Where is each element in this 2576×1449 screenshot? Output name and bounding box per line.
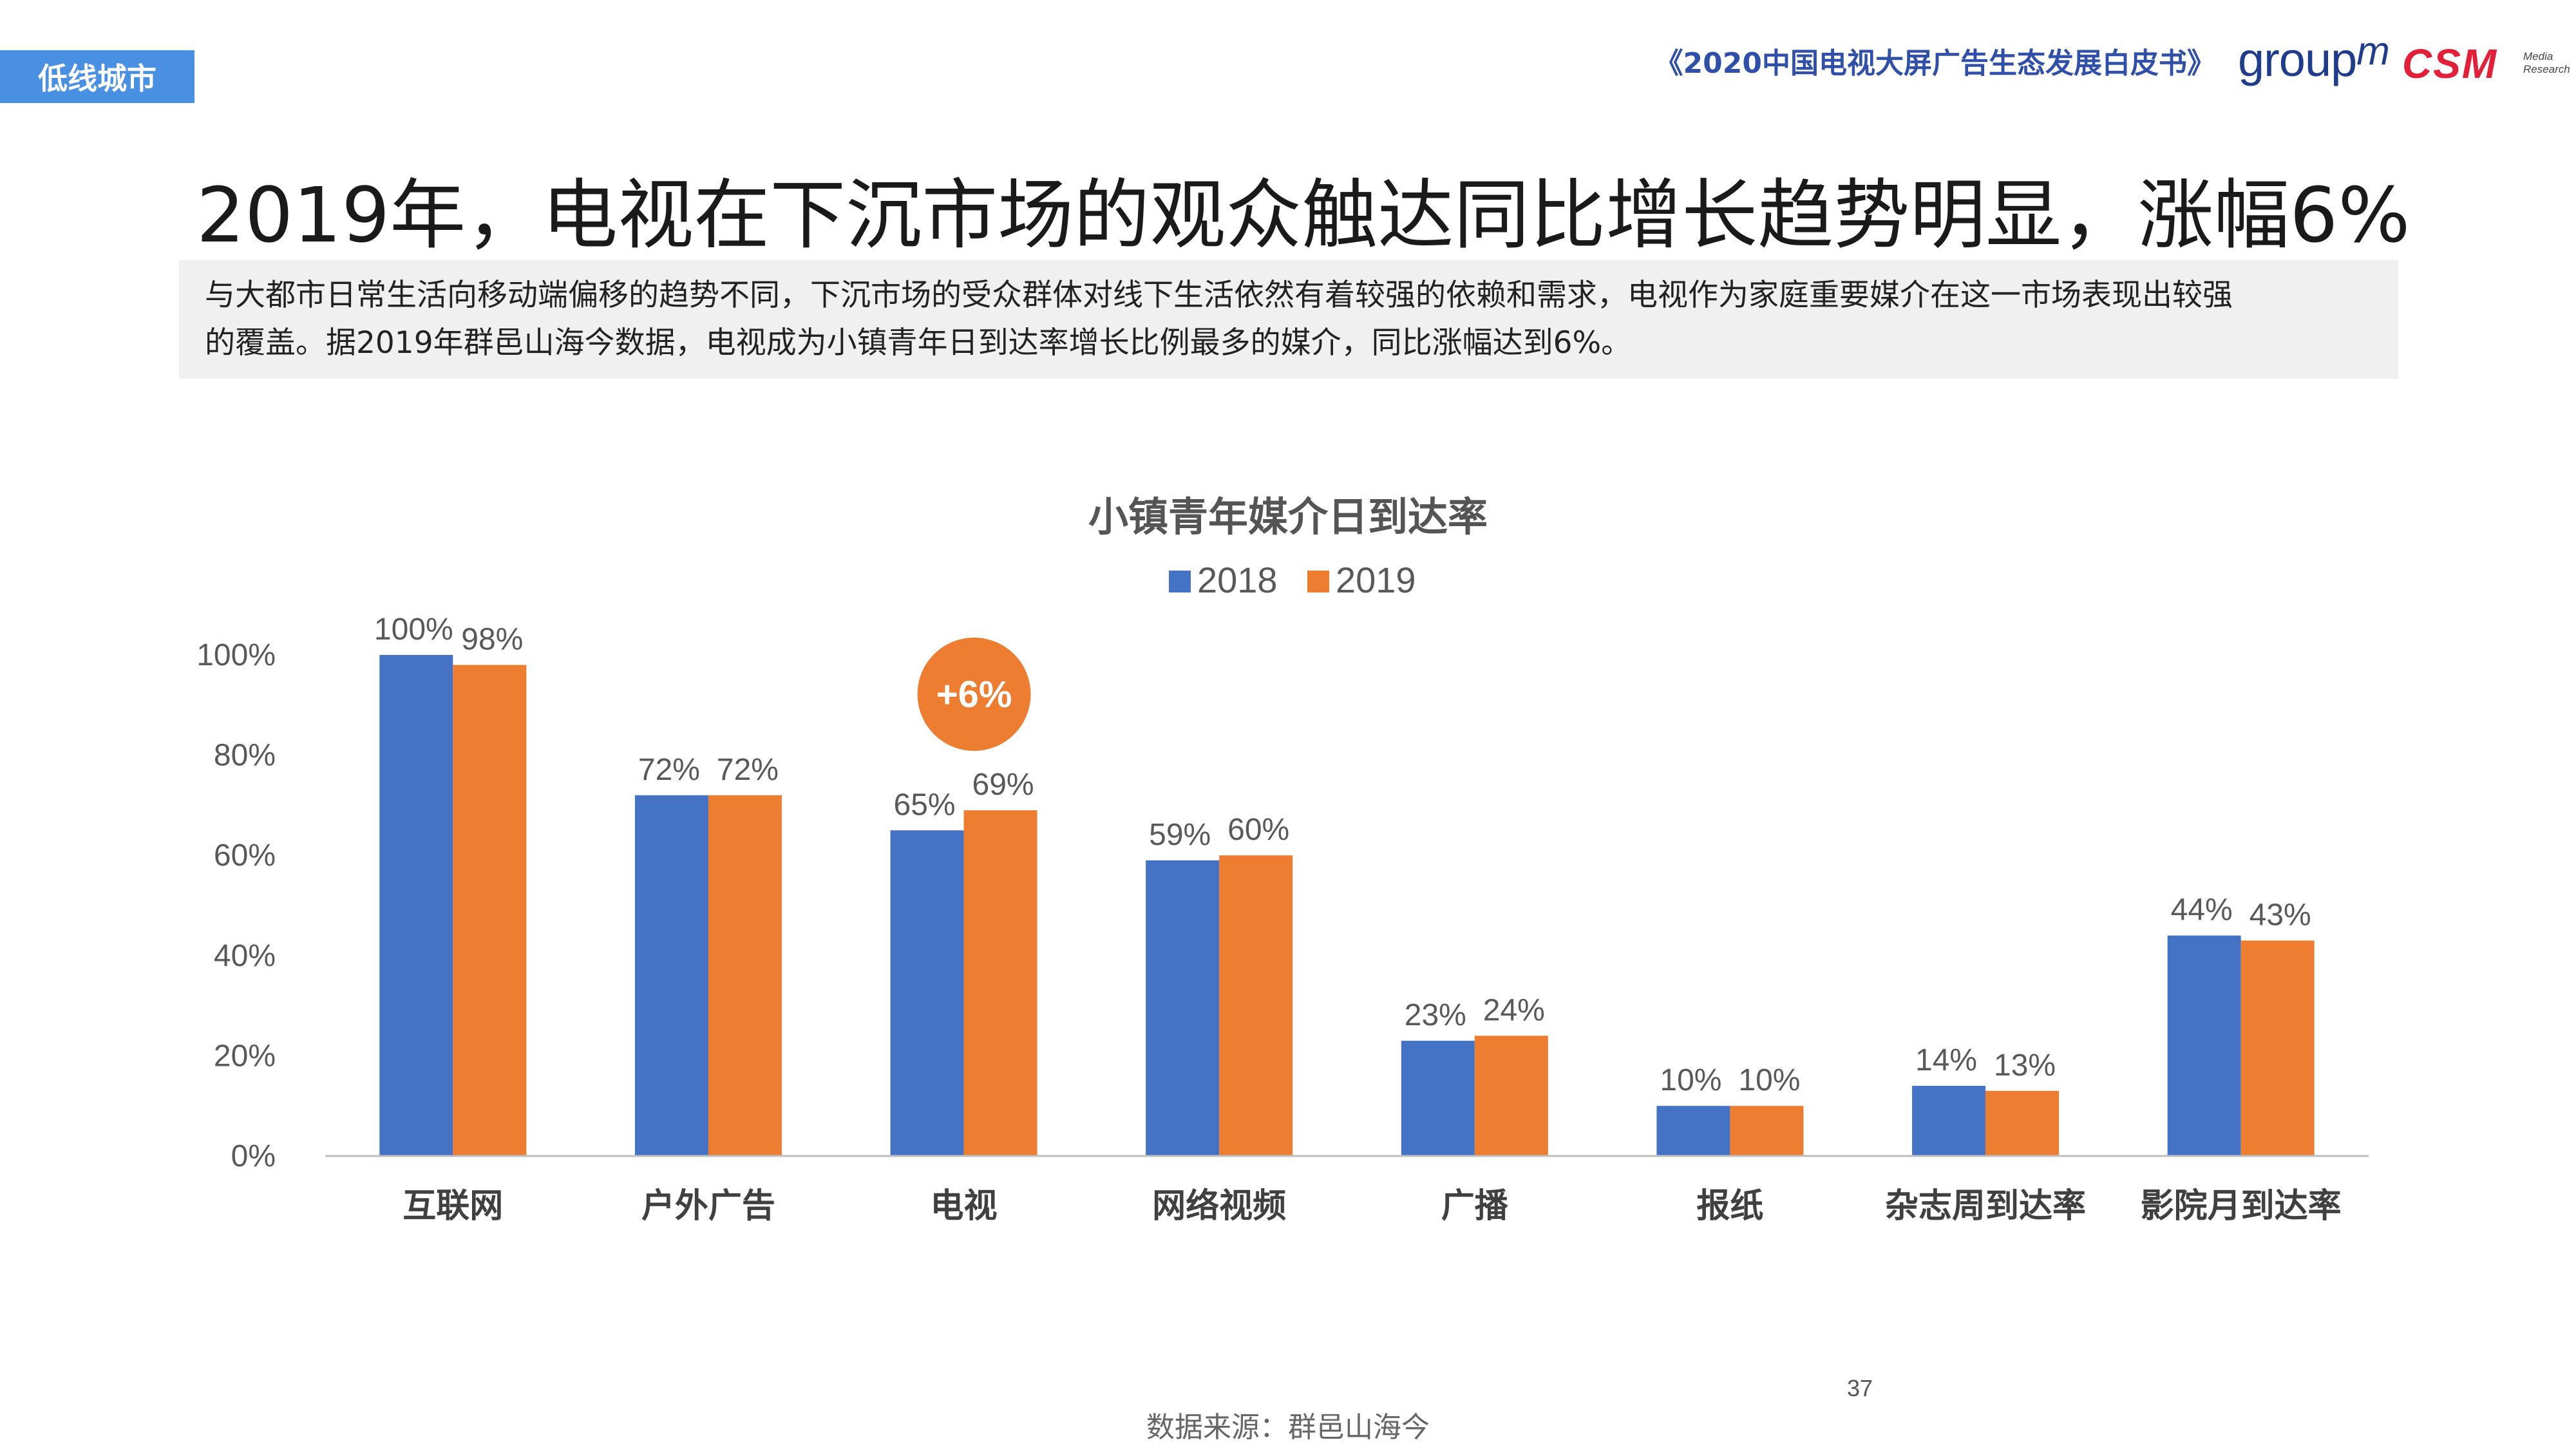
data-label: 10% — [1738, 1063, 1800, 1097]
bar-2019 — [2240, 940, 2315, 1156]
bar-2018 — [1912, 1086, 1986, 1156]
summary-line-2: 的覆盖。据2019年群邑山海今数据，电视成为小镇青年日到达率增长比例最多的媒介，… — [205, 325, 1632, 361]
y-tick-label: 0% — [231, 1139, 276, 1173]
y-tick-label: 40% — [214, 939, 276, 973]
section-tag: 低线城市 — [0, 50, 194, 103]
bar-2018 — [634, 795, 708, 1156]
x-tick-label: 户外广告 — [641, 1187, 775, 1226]
data-label: 60% — [1227, 813, 1289, 847]
bar-2018 — [1146, 860, 1220, 1156]
chart-title: 小镇青年媒介日到达率 — [1088, 493, 1488, 540]
y-tick-label: 20% — [214, 1039, 276, 1073]
groupm-logo-sup: m — [2356, 29, 2390, 73]
data-label: 69% — [972, 768, 1034, 802]
data-source: 数据来源：群邑山海今 — [1146, 1411, 1430, 1444]
x-tick-label: 电视 — [931, 1187, 998, 1226]
x-tick-label: 杂志周到达率 — [1885, 1187, 2086, 1226]
bar-2018 — [1656, 1106, 1730, 1156]
data-label: 98% — [461, 623, 523, 657]
y-tick-label: 80% — [214, 739, 276, 773]
bar-2019 — [963, 810, 1037, 1156]
bar-2019 — [708, 795, 782, 1156]
bar-2019 — [453, 665, 527, 1156]
bar-2018 — [1401, 1041, 1475, 1156]
x-tick-label: 广播 — [1441, 1187, 1509, 1226]
data-label: 14% — [1915, 1043, 1977, 1077]
groupm-logo: groupm — [2238, 29, 2390, 87]
data-label: 23% — [1405, 998, 1466, 1032]
csm-logo-subtitle: Media Research — [2523, 50, 2570, 75]
legend-label-2018: 2018 — [1197, 560, 1278, 600]
data-label: 65% — [894, 788, 956, 822]
bar-2019 — [1219, 855, 1293, 1156]
y-tick-label: 100% — [196, 638, 276, 672]
data-label: 72% — [717, 753, 779, 787]
data-label: 24% — [1483, 993, 1545, 1027]
bar-2019 — [1730, 1106, 1804, 1156]
data-label: 59% — [1149, 818, 1211, 852]
x-tick-label: 影院月到达率 — [2141, 1187, 2342, 1226]
data-label: 100% — [374, 612, 453, 647]
x-tick-label: 网络视频 — [1152, 1187, 1286, 1226]
legend-swatch-2019 — [1307, 571, 1329, 592]
bar-2018 — [379, 655, 453, 1156]
csm-logo: CSM — [2402, 41, 2498, 87]
callout-bubble — [917, 638, 1031, 751]
summary-line-1: 与大都市日常生活向移动端偏移的趋势不同，下沉市场的受众群体对线下生活依然有着较强… — [205, 278, 2233, 313]
callout-label: +6% — [936, 674, 1012, 715]
page-number: 37 — [1847, 1375, 1873, 1401]
summary-box: 与大都市日常生活向移动端偏移的趋势不同，下沉市场的受众群体对线下生活依然有着较强… — [179, 260, 2398, 379]
legend-label-2019: 2019 — [1336, 560, 1416, 600]
data-label: 72% — [638, 753, 700, 787]
data-label: 13% — [1994, 1048, 2056, 1083]
x-tick-label: 报纸 — [1696, 1187, 1763, 1226]
page-headline: 2019年，电视在下沉市场的观众触达同比增长趋势明显，涨幅6% — [196, 171, 2410, 260]
data-label: 43% — [2249, 898, 2311, 932]
bar-2018 — [2167, 935, 2241, 1156]
x-tick-label: 互联网 — [402, 1187, 503, 1226]
bar-2019 — [1474, 1036, 1548, 1156]
legend-swatch-2018 — [1169, 571, 1191, 592]
bar-2019 — [1985, 1090, 2060, 1156]
data-label: 44% — [2171, 893, 2233, 927]
data-label: 10% — [1660, 1063, 1721, 1097]
bar-2018 — [890, 830, 964, 1156]
y-tick-label: 60% — [214, 838, 276, 873]
groupm-logo-text: group — [2238, 33, 2357, 86]
report-title: 《2020中国电视大屏广告生态发展白皮书》 — [1654, 47, 2215, 80]
